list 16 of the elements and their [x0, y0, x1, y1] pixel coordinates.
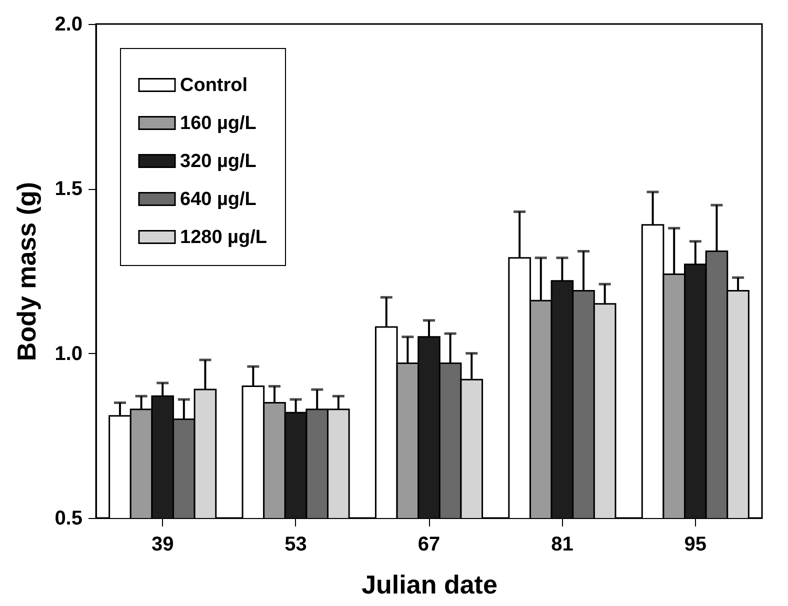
- y-tick-label: 0.5: [54, 508, 82, 530]
- legend-label: Control: [180, 75, 248, 96]
- legend-label: 160 µg/L: [180, 113, 257, 134]
- legend-label: 320 µg/L: [180, 151, 257, 172]
- x-tick-label: 53: [284, 534, 307, 556]
- legend-label: 1280 µg/L: [180, 227, 268, 248]
- legend-label: 640 µg/L: [180, 189, 257, 210]
- y-tick-label: 1.5: [54, 178, 82, 200]
- x-tick-label: 95: [684, 534, 707, 556]
- x-tick-label: 81: [551, 534, 574, 556]
- x-axis-title: Julian date: [362, 570, 498, 600]
- y-axis-title: Body mass (g): [12, 182, 42, 362]
- x-tick-label: 39: [151, 534, 174, 556]
- y-tick-label: 2.0: [54, 14, 82, 36]
- y-tick-label: 1.0: [54, 342, 82, 365]
- x-tick-label: 67: [418, 534, 440, 556]
